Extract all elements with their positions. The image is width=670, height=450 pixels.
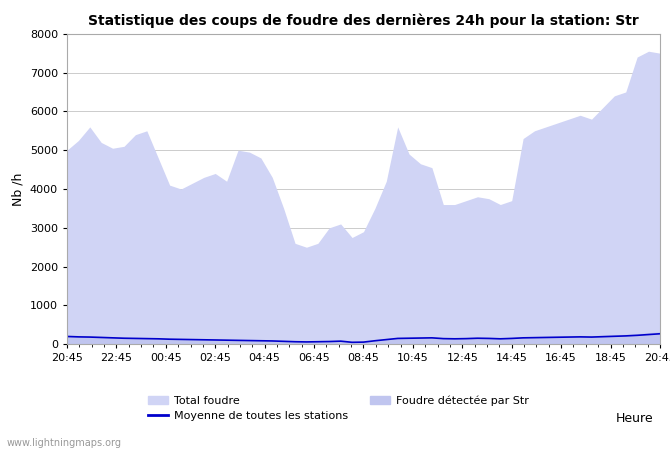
Moyenne de toutes les stations xyxy=(63,334,71,339)
Moyenne de toutes les stations xyxy=(599,334,607,339)
Moyenne de toutes les stations xyxy=(222,338,230,343)
Moyenne de toutes les stations xyxy=(656,331,664,337)
Moyenne de toutes les stations xyxy=(451,336,459,342)
Y-axis label: Nb /h: Nb /h xyxy=(11,172,24,206)
Legend: Total foudre, Moyenne de toutes les stations, Foudre détectée par Str: Total foudre, Moyenne de toutes les stat… xyxy=(143,391,533,426)
Title: Statistique des coups de foudre des dernières 24h pour la station: Str: Statistique des coups de foudre des dern… xyxy=(88,14,639,28)
Moyenne de toutes les stations xyxy=(428,335,436,341)
Text: www.lightningmaps.org: www.lightningmaps.org xyxy=(7,438,122,448)
Moyenne de toutes les stations xyxy=(531,335,539,340)
Moyenne de toutes les stations xyxy=(417,335,425,341)
Moyenne de toutes les stations xyxy=(348,340,356,345)
Line: Moyenne de toutes les stations: Moyenne de toutes les stations xyxy=(67,334,660,342)
Text: Heure: Heure xyxy=(616,412,653,425)
